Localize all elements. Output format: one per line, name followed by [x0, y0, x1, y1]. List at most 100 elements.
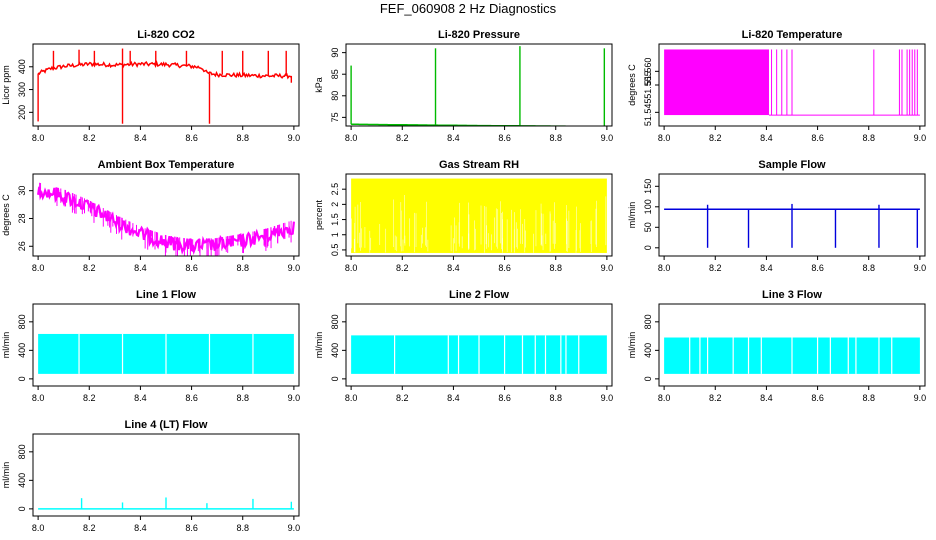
- plot-frame: [32, 433, 300, 517]
- x-tick-label: 8.8: [549, 393, 562, 403]
- x-tick-label: 8.8: [236, 263, 249, 273]
- x-tick-label: 8.8: [862, 263, 875, 273]
- data-layer: [38, 497, 294, 510]
- panel-title: Sample Flow: [758, 159, 826, 171]
- y-axis-label: ml/min: [1, 332, 11, 359]
- x-tick-label: 8.2: [709, 393, 722, 403]
- panel-li820-co2: Li-820 CO2 Licor ppm 8.0 8.2 8.4 8.6 8.8 9.0 200…: [1, 29, 300, 143]
- panel-line-2-flow: Line 2 Flow ml/min 8.0 8.2 8.4 8.6 8.8 9.0 0 400 8…: [314, 289, 613, 403]
- y-tick-label: 1: [330, 232, 340, 237]
- y-tick-label: 50: [643, 222, 653, 232]
- x-tick-label: 9.0: [601, 393, 614, 403]
- x-tick-label: 8.0: [345, 263, 358, 273]
- x-tick-label: 8.6: [498, 133, 511, 143]
- x-tick-label: 9.0: [288, 393, 301, 403]
- x-tick-label: 8.8: [236, 393, 249, 403]
- y-tick-label: 85: [330, 69, 340, 79]
- y-tick-label: 400: [17, 59, 27, 74]
- data-layer: [664, 203, 920, 248]
- y-tick-label: 400: [330, 343, 340, 358]
- y-tick-label: 75: [330, 112, 340, 122]
- y-axis-label: ml/min: [627, 202, 637, 229]
- plot-frame: [658, 173, 926, 257]
- y-tick-label: 150: [643, 179, 653, 194]
- panel-gas-stream-rh: Gas Stream RH percent 8.0 8.2 8.4 8.6 8.8 9.0 0.…: [314, 159, 613, 273]
- panel-title: Ambient Box Temperature: [98, 159, 235, 171]
- y-tick-label: 400: [17, 473, 27, 488]
- data-layer: [38, 333, 294, 374]
- page-title: FEF_060908 2 Hz Diagnostics: [379, 1, 557, 16]
- x-tick-label: 9.0: [914, 133, 927, 143]
- y-tick-label: 300: [17, 82, 27, 97]
- x-tick-label: 9.0: [914, 263, 927, 273]
- panel-title: Li-820 Pressure: [438, 29, 520, 41]
- x-tick-label: 8.4: [134, 393, 147, 403]
- y-tick-label: 400: [17, 343, 27, 358]
- y-tick-label: 0: [330, 376, 340, 381]
- x-tick-label: 8.8: [862, 133, 875, 143]
- x-tick-label: 8.2: [709, 263, 722, 273]
- x-tick-label: 8.0: [32, 523, 45, 533]
- y-tick-label: 800: [330, 314, 340, 329]
- data-layer: [350, 46, 607, 126]
- x-tick-label: 8.4: [134, 263, 147, 273]
- x-tick-label: 9.0: [288, 263, 301, 273]
- x-tick-label: 8.6: [811, 263, 824, 273]
- x-tick-label: 8.2: [396, 263, 409, 273]
- data-band: [664, 49, 769, 116]
- x-tick-label: 8.0: [32, 263, 45, 273]
- x-tick-label: 8.2: [83, 523, 96, 533]
- x-tick-label: 8.0: [658, 263, 671, 273]
- x-tick-label: 8.8: [236, 133, 249, 143]
- panel-title: Line 2 Flow: [449, 289, 509, 301]
- data-layer: [37, 48, 293, 124]
- x-tick-label: 9.0: [288, 523, 301, 533]
- x-tick-label: 8.4: [447, 393, 460, 403]
- x-tick-label: 9.0: [288, 133, 301, 143]
- x-tick-label: 8.4: [134, 523, 147, 533]
- x-tick-label: 8.0: [658, 133, 671, 143]
- x-tick-label: 9.0: [914, 393, 927, 403]
- y-tick-label: 90: [330, 48, 340, 58]
- x-tick-label: 8.2: [709, 133, 722, 143]
- x-tick-label: 8.0: [658, 393, 671, 403]
- x-tick-label: 8.8: [236, 523, 249, 533]
- y-tick-label: 26: [17, 241, 27, 251]
- y-tick-label: 51.555: [643, 71, 653, 99]
- data-layer: [351, 335, 607, 374]
- panel-line-4-lt-flow: Line 4 (LT) Flow ml/min 8.0 8.2 8.4 8.6 8.8 9.0…: [1, 419, 300, 533]
- y-axis-label: degrees C: [1, 194, 11, 236]
- y-axis-label: ml/min: [1, 462, 11, 489]
- panel-line-1-flow: Line 1 Flow ml/min 8.0 8.2 8.4 8.6 8.8 9.0 0 400 8…: [1, 289, 300, 403]
- x-tick-label: 8.2: [396, 393, 409, 403]
- plot-frame: [658, 303, 926, 387]
- x-tick-label: 8.6: [498, 393, 511, 403]
- x-tick-label: 8.8: [549, 133, 562, 143]
- panel-sample-flow: Sample Flow ml/min 8.0 8.2 8.4 8.6 8.8 9.0 0 50 10…: [627, 159, 926, 273]
- x-tick-label: 8.6: [811, 133, 824, 143]
- x-tick-label: 8.0: [32, 393, 45, 403]
- x-tick-label: 8.6: [498, 263, 511, 273]
- x-tick-label: 8.6: [185, 133, 198, 143]
- panel-title: Li-820 CO2: [137, 29, 194, 41]
- panel-ambient-box-temperature: Ambient Box Temperature degrees C 8.0 8.2 8.…: [1, 159, 300, 273]
- y-tick-label: 800: [17, 444, 27, 459]
- x-tick-label: 8.6: [185, 393, 198, 403]
- y-tick-label: 800: [643, 314, 653, 329]
- plot-frame: [345, 43, 613, 127]
- y-tick-label: 2.5: [330, 183, 340, 196]
- x-tick-label: 8.0: [32, 133, 45, 143]
- panel-li820-pressure: Li-820 Pressure kPa 8.0 8.2 8.4 8.6 8.8 9.0 75 80…: [314, 29, 613, 143]
- y-axis-label: degrees C: [627, 64, 637, 106]
- y-tick-label: 2: [330, 202, 340, 207]
- plot-frame: [345, 173, 613, 257]
- y-tick-label: 0.5: [330, 244, 340, 257]
- data-layer: [664, 49, 920, 116]
- y-axis-label: ml/min: [627, 332, 637, 359]
- x-tick-label: 8.6: [185, 263, 198, 273]
- data-layer: [664, 337, 920, 374]
- plot-frame: [345, 303, 613, 387]
- panel-li820-temperature: Li-820 Temperature degrees C 8.0 8.2 8.4 8.6 8…: [627, 29, 926, 143]
